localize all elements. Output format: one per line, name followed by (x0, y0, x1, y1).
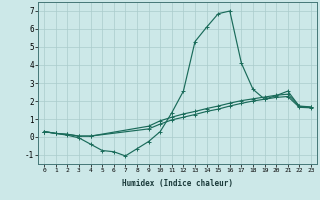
X-axis label: Humidex (Indice chaleur): Humidex (Indice chaleur) (122, 179, 233, 188)
